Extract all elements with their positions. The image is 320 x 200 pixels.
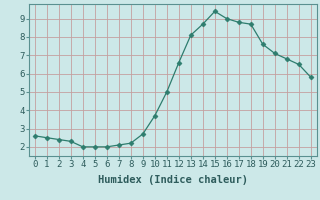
X-axis label: Humidex (Indice chaleur): Humidex (Indice chaleur) <box>98 175 248 185</box>
